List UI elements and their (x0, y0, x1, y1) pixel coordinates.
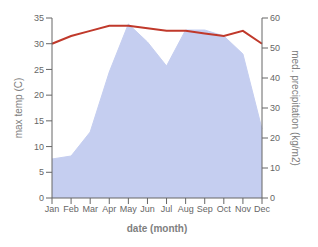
svg-text:Dec: Dec (254, 204, 271, 214)
svg-text:5: 5 (39, 167, 44, 177)
svg-text:15: 15 (34, 116, 44, 126)
svg-text:med. precipitation (kg/m2): med. precipitation (kg/m2) (290, 50, 301, 166)
svg-text:10: 10 (34, 142, 44, 152)
svg-text:Apr: Apr (102, 204, 116, 214)
svg-text:20: 20 (34, 90, 44, 100)
svg-text:Mar: Mar (82, 204, 98, 214)
svg-text:date (month): date (month) (127, 223, 188, 234)
svg-text:Jan: Jan (45, 204, 60, 214)
svg-text:10: 10 (270, 163, 280, 173)
svg-text:0: 0 (39, 193, 44, 203)
svg-text:20: 20 (270, 133, 280, 143)
svg-text:25: 25 (34, 65, 44, 75)
svg-text:Oct: Oct (217, 204, 232, 214)
svg-text:Nov: Nov (235, 204, 252, 214)
svg-text:Aug: Aug (178, 204, 194, 214)
svg-text:Feb: Feb (63, 204, 79, 214)
svg-text:Jun: Jun (140, 204, 155, 214)
svg-text:max temp (C): max temp (C) (13, 78, 24, 139)
svg-text:60: 60 (270, 13, 280, 23)
svg-text:40: 40 (270, 73, 280, 83)
svg-text:30: 30 (34, 39, 44, 49)
svg-text:30: 30 (270, 103, 280, 113)
svg-text:Jul: Jul (161, 204, 173, 214)
svg-text:50: 50 (270, 43, 280, 53)
svg-text:May: May (120, 204, 138, 214)
svg-text:0: 0 (270, 193, 275, 203)
svg-text:Sep: Sep (197, 204, 213, 214)
svg-text:35: 35 (34, 13, 44, 23)
